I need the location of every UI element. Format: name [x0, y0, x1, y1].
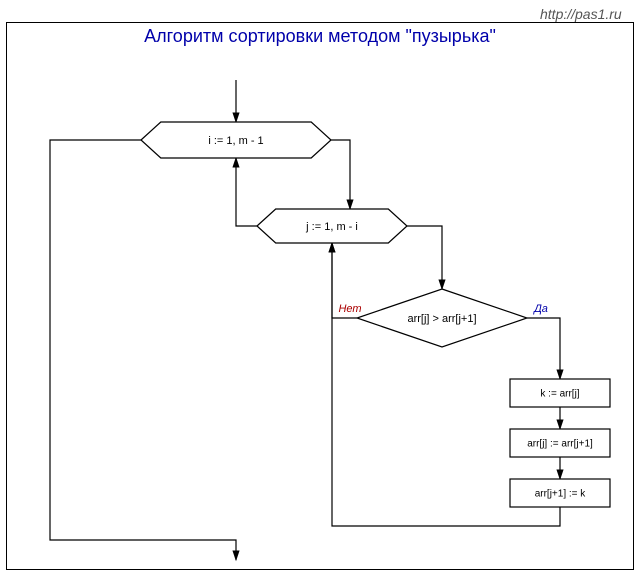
diagram-frame: http://pas1.ru Алгоритм сортировки метод… — [0, 0, 640, 577]
svg-text:arr[j+1] := k: arr[j+1] := k — [535, 489, 587, 500]
svg-text:Да: Да — [532, 303, 548, 315]
svg-text:arr[j] > arr[j+1]: arr[j] > arr[j+1] — [407, 313, 476, 325]
svg-text:arr[j] := arr[j+1]: arr[j] := arr[j+1] — [527, 439, 593, 450]
svg-text:j := 1, m - i: j := 1, m - i — [305, 221, 358, 233]
svg-text:i := 1, m - 1: i := 1, m - 1 — [208, 135, 263, 147]
flowchart-svg: Да Нет i := 1, m - 1 j := 1, m - i arr[j] > … — [0, 0, 640, 577]
svg-text:Нет: Нет — [338, 303, 361, 315]
svg-text:k := arr[j]: k := arr[j] — [540, 389, 579, 400]
